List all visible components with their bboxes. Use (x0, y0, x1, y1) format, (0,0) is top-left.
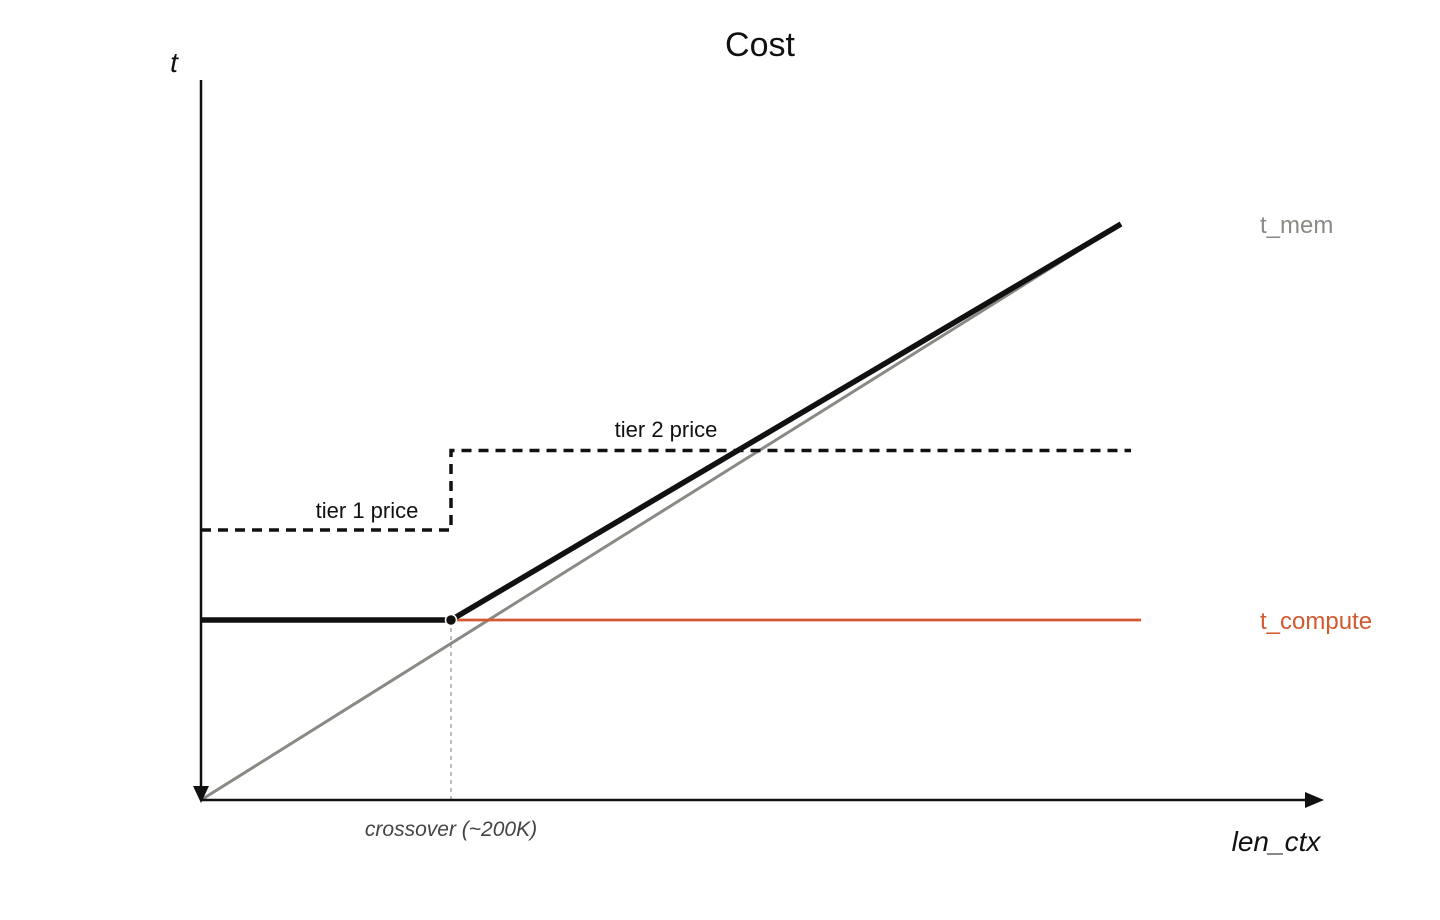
y-axis-label: t (170, 47, 179, 78)
x-axis-arrow (1305, 792, 1324, 808)
series-t-mem-line (200, 222, 1122, 802)
series-label-t-compute: t_compute (1260, 608, 1372, 635)
chart-title: Cost (725, 26, 795, 64)
y-axis-arrow (193, 786, 209, 803)
plot-area: tier 1 price tier 2 price t_mem t_computecr… (200, 212, 1372, 841)
crossover-point (444, 613, 458, 627)
series-label-t-mem: t_mem (1260, 212, 1333, 239)
x-axis-label: len_ctx (1232, 826, 1322, 857)
series-tier-price-line (201, 448, 1131, 532)
tier-label-1: tier 1 price (316, 498, 419, 523)
crossover-annotation: crossover (~200K) (365, 818, 537, 841)
tier-label-2: tier 2 price (615, 417, 718, 442)
